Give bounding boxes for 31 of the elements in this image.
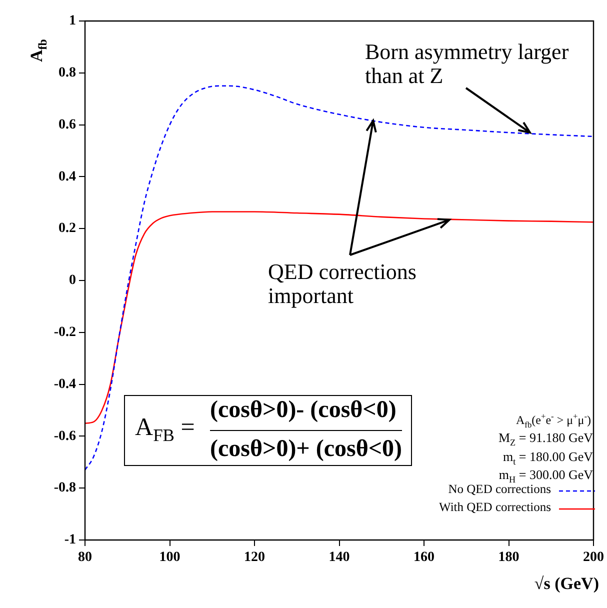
annotation: A$_{FB}$ =	[135, 414, 195, 446]
x-axis-title: √s (GeV)	[534, 574, 599, 594]
y-tick-label: -0.4	[54, 376, 76, 392]
text: A$_{fb}$(e$^{+}$e$^{-}$ > μ$^{+}$μ$^{-}$)	[516, 412, 591, 430]
annotation: m$_{t}$ = 180.00 GeV	[502, 449, 593, 467]
x-tick-label: 180	[498, 550, 520, 566]
x-tick-label: 100	[159, 550, 180, 566]
y-tick-label: -0.6	[54, 428, 76, 444]
annotation: (cosθ>0)- (cosθ<0)	[210, 397, 396, 424]
y-tick-label: 0.4	[58, 169, 76, 184]
legend-label: No QED corrections	[448, 482, 551, 497]
annotation: QED corrections important	[268, 259, 418, 308]
x-tick-label: 120	[244, 550, 265, 566]
x-tick-label: 160	[414, 550, 434, 566]
annotation: m$_{H}$ = 300.00 GeV	[498, 467, 593, 485]
y-tick-label: 0.6	[58, 117, 76, 132]
y-tick-label: 0	[69, 273, 76, 288]
annotation: (cosθ>0)+ (cosθ<0)	[210, 436, 402, 462]
y-tick-label: 0.8	[58, 66, 76, 81]
y-tick-label: 1	[69, 14, 76, 29]
legend-label: With QED corrections	[439, 500, 551, 515]
x-tick-label: 200	[583, 550, 604, 566]
x-tick-label: 80	[78, 550, 92, 566]
annotation: M$_{Z}$ = 91.180 GeV	[498, 430, 593, 448]
y-tick-label: -0.2	[54, 325, 76, 340]
y-tick-label: -1	[64, 532, 76, 548]
y-tick-label: -0.8	[54, 480, 76, 496]
y-tick-label: 0.2	[58, 221, 76, 236]
line-series	[85, 85, 594, 471]
x-tick-label: 140	[328, 550, 350, 566]
annotation: Born asymmetry larger than at Z	[365, 39, 570, 88]
